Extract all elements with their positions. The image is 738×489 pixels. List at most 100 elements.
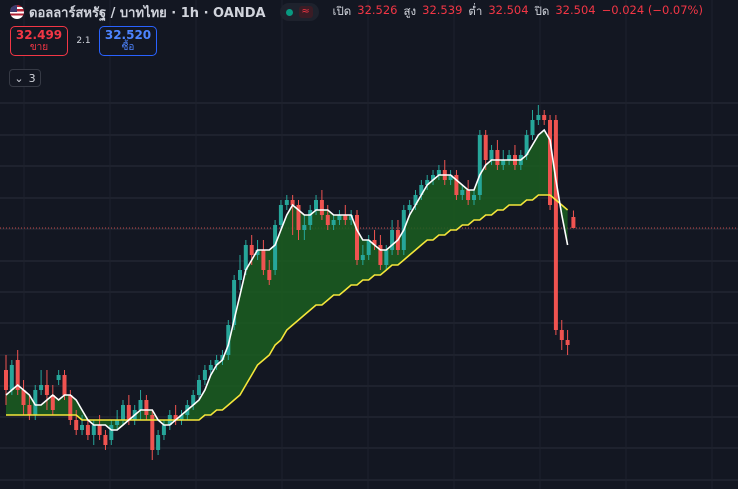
- ohlc-close-label: ปิด: [534, 4, 550, 18]
- market-status[interactable]: ≈: [279, 3, 319, 21]
- candle-body: [4, 370, 8, 390]
- candle-body: [343, 215, 348, 220]
- candle-body: [319, 200, 324, 215]
- candle-body: [290, 200, 295, 205]
- candle-body: [331, 220, 336, 225]
- candle-body: [173, 415, 178, 420]
- sell-label: ขาย: [29, 42, 49, 53]
- candle-body: [565, 340, 570, 345]
- candle-body: [121, 405, 125, 420]
- candle-body: [302, 225, 307, 230]
- candle-body: [507, 155, 512, 160]
- symbol-title[interactable]: ดอลลาร์สหรัฐ / บาทไทย · 1h · OANDA: [29, 5, 266, 21]
- candle-body: [202, 370, 207, 380]
- candle-body: [220, 355, 225, 360]
- candle-body: [337, 215, 342, 220]
- ohlc-high-label: สูง: [403, 4, 417, 18]
- candle-body: [39, 385, 44, 390]
- candle-body: [548, 120, 552, 205]
- candle-body: [390, 230, 395, 250]
- candle-body: [366, 240, 371, 255]
- ohlc-open-label: เปิด: [332, 4, 352, 18]
- candle-body: [144, 400, 149, 415]
- candle-body: [44, 385, 49, 395]
- candle-body: [431, 175, 435, 180]
- candle-body: [454, 175, 459, 195]
- candle-body: [378, 245, 383, 265]
- candle-body: [80, 425, 84, 430]
- candle-body: [501, 160, 506, 165]
- candle-body: [197, 380, 201, 395]
- candle-body: [150, 415, 155, 450]
- candle-body: [419, 185, 424, 195]
- ma-cloud: [6, 130, 568, 430]
- candle-body: [208, 365, 213, 370]
- ohlc-low-value: 32.504: [488, 3, 529, 17]
- candle-body: [238, 270, 242, 280]
- candle-body: [349, 215, 354, 220]
- candle-body: [115, 420, 120, 425]
- wave-icon: ≈: [298, 6, 313, 18]
- candle-body: [232, 280, 237, 325]
- candle-body: [103, 435, 108, 445]
- candle-body: [74, 420, 79, 430]
- candle-body: [284, 200, 289, 205]
- candle-body: [314, 200, 318, 210]
- sell-button[interactable]: 32.499 ขาย: [10, 26, 68, 56]
- ohlc-change: −0.024 (−0.07%): [601, 3, 703, 17]
- candle-body: [536, 115, 541, 120]
- buy-label: ซื้อ: [121, 42, 135, 53]
- candle-body: [27, 405, 32, 415]
- ma-lines: [5, 128, 569, 431]
- candle-body: [273, 225, 278, 270]
- candle-body: [407, 205, 412, 210]
- fast-ma-line: [5, 128, 569, 431]
- candle-body: [50, 395, 55, 410]
- candle-body: [267, 270, 272, 280]
- candle-body: [296, 205, 301, 230]
- candle-body: [109, 425, 114, 440]
- candle-body: [472, 195, 476, 200]
- candle-body: [68, 395, 73, 420]
- candle-body: [138, 400, 143, 410]
- candle-body: [553, 120, 558, 330]
- us-flag-icon: [10, 5, 24, 19]
- candle-body: [9, 365, 14, 390]
- candle-body: [530, 120, 535, 135]
- candle-body: [571, 217, 576, 228]
- symbol-header: ดอลลาร์สหรัฐ / บาทไทย · 1h · OANDA ≈ เปิ…: [10, 2, 703, 22]
- candle-body: [524, 135, 529, 155]
- candle-body: [226, 325, 231, 355]
- candle-body: [278, 205, 283, 225]
- spread-value: 2.1: [76, 36, 91, 46]
- candle-body: [85, 425, 90, 435]
- candle-body: [355, 215, 359, 260]
- ohlc-readout: เปิด 32.526 สูง 32.539 ต่ำ 32.504 ปิด 32.504…: [333, 3, 703, 21]
- indicators-toggle[interactable]: ⌄ 3: [9, 69, 41, 87]
- ohlc-open-value: 32.526: [357, 3, 398, 17]
- candle-body: [255, 250, 260, 255]
- candle-body: [97, 425, 102, 435]
- candles-layer: [4, 105, 576, 460]
- buy-button[interactable]: 32.520 ซื้อ: [99, 26, 157, 56]
- indicator-count: 3: [28, 71, 36, 85]
- ma-cloud-fill: [6, 130, 568, 430]
- candle-body: [425, 180, 430, 185]
- buy-price: 32.520: [104, 28, 152, 42]
- slow-ma-line: [6, 194, 569, 421]
- candle-body: [483, 135, 488, 160]
- candle-body: [559, 330, 564, 340]
- candle-body: [21, 390, 26, 405]
- candle-body: [161, 425, 166, 435]
- candle-body: [448, 175, 453, 180]
- candle-body: [436, 170, 441, 175]
- candle-body: [460, 190, 465, 195]
- candle-body: [91, 425, 96, 435]
- candle-body: [179, 415, 184, 420]
- candle-body: [495, 150, 500, 165]
- candle-body: [249, 245, 254, 255]
- candle-body: [62, 375, 67, 395]
- candle-body: [33, 390, 38, 415]
